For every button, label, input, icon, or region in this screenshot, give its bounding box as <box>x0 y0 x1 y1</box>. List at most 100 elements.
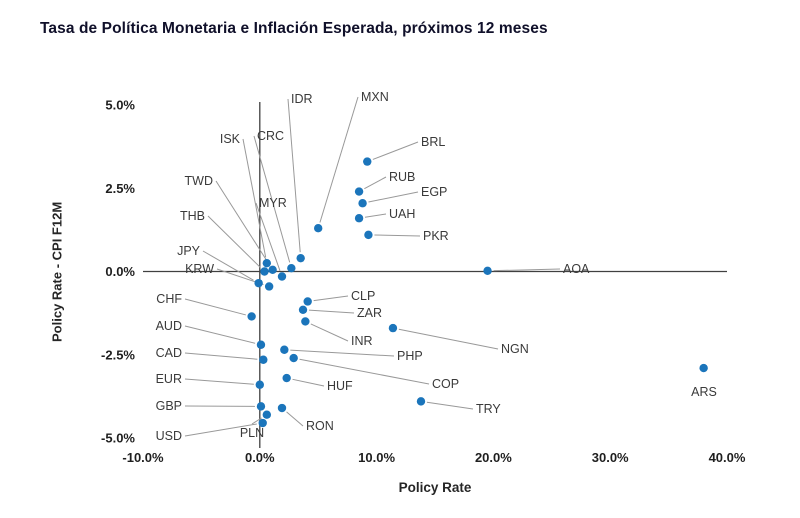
leader-line-AUD <box>184 325 256 344</box>
data-point-MXN <box>314 224 323 233</box>
point-label-BRL: BRL <box>421 135 445 149</box>
point-label-RON: RON <box>306 419 334 433</box>
point-label-TWD: TWD <box>185 174 213 188</box>
y-tick-label: 2.5% <box>105 181 135 196</box>
point-label-CAD: CAD <box>156 346 182 360</box>
leader-line-MYR <box>255 202 281 272</box>
leader-line-CLP <box>313 295 349 302</box>
point-label-PLN: PLN <box>240 426 264 440</box>
data-point-COP <box>289 353 298 363</box>
leader-line-RON <box>286 411 304 427</box>
leader-line-BRL <box>372 141 419 160</box>
x-axis-label: Policy Rate <box>398 480 472 495</box>
data-point-UAH <box>354 214 364 223</box>
point-label-CHF: CHF <box>156 292 182 306</box>
leader-line-THB <box>207 215 261 268</box>
point-label-IDR: IDR <box>291 92 313 106</box>
point-label-KRW: KRW <box>185 262 214 276</box>
point-label-ZAR: ZAR <box>357 306 382 320</box>
data-point-EUR <box>255 380 264 389</box>
point-label-JPY: JPY <box>177 244 201 258</box>
x-tick-label: 20.0% <box>475 450 512 465</box>
point-label-THB: THB <box>180 209 205 223</box>
point-label-AOA: AOA <box>563 262 590 276</box>
point-label-ARS: ARS <box>691 385 717 399</box>
point-label-CLP: CLP <box>351 289 375 303</box>
data-point-TWD <box>268 265 277 275</box>
leader-line-TWD <box>215 180 270 266</box>
data-point-GBP <box>256 402 266 411</box>
point-label-PKR: PKR <box>423 229 449 243</box>
leader-line-MXN <box>319 96 359 223</box>
leader-line-COP <box>299 358 430 385</box>
x-tick-label: 30.0% <box>592 450 629 465</box>
point-label-MXN: MXN <box>361 90 389 104</box>
y-tick-label: 0.0% <box>105 264 135 279</box>
leader-line-EUR <box>184 378 254 385</box>
leader-line-ZAR <box>308 309 355 314</box>
point-label-COP: COP <box>432 377 459 391</box>
point-label-USD: USD <box>156 429 182 443</box>
point-label-EGP: EGP <box>421 185 447 199</box>
leader-line-CRC <box>253 135 291 263</box>
leader-line-UAH <box>364 213 387 218</box>
leader-line-HUF <box>292 378 325 387</box>
data-point-MYR <box>277 272 287 281</box>
data-point-AUD <box>256 340 266 349</box>
point-label-NGN: NGN <box>501 342 529 356</box>
point-label-TRY: TRY <box>476 402 501 416</box>
leader-line-PLN <box>251 417 262 425</box>
point-label-PHP: PHP <box>397 349 423 363</box>
leader-line-ISK <box>242 138 267 258</box>
point-label-GBP: GBP <box>156 399 182 413</box>
point-label-AUD: AUD <box>156 319 182 333</box>
data-point-CRC <box>287 263 296 273</box>
data-point-RUB <box>354 187 364 196</box>
point-label-ISK: ISK <box>220 132 241 146</box>
data-point-CAD <box>259 355 268 364</box>
data-point-ZAR <box>298 305 308 314</box>
data-point-PHP <box>280 345 289 354</box>
data-point-INR <box>301 317 310 326</box>
data-point-IDR <box>296 253 305 263</box>
y-tick-label: -2.5% <box>101 347 135 362</box>
point-label-HUF: HUF <box>327 379 353 393</box>
leader-line-TRY <box>426 401 474 410</box>
data-point-JPY <box>254 278 263 288</box>
y-tick-label: -5.0% <box>101 431 135 446</box>
data-point-RON <box>277 403 287 413</box>
y-tick-label: 5.0% <box>105 98 135 113</box>
leader-line-INR <box>310 323 349 342</box>
point-label-RUB: RUB <box>389 170 415 184</box>
leader-line-PKR <box>374 234 421 237</box>
data-point-PKR <box>364 230 373 240</box>
leader-line-EGP <box>368 191 419 203</box>
leader-line-IDR <box>287 98 301 253</box>
x-tick-label: 0.0% <box>245 450 275 465</box>
leader-line-JPY <box>202 250 254 281</box>
point-label-CRC: CRC <box>257 129 284 143</box>
leader-line-CHF <box>184 298 246 316</box>
leader-line-RUB <box>364 176 387 190</box>
point-label-MYR: MYR <box>259 196 287 210</box>
data-point-AOA <box>483 266 492 276</box>
x-tick-label: 10.0% <box>358 450 395 465</box>
leader-line-CAD <box>184 352 258 360</box>
leader-line-PHP <box>290 349 395 357</box>
data-point-USD <box>258 418 267 428</box>
x-tick-label: 40.0% <box>709 450 746 465</box>
data-point-ARS <box>699 363 708 373</box>
data-point-EGP <box>358 199 367 208</box>
data-point-BRL <box>363 157 372 166</box>
data-point-TRY <box>416 397 426 406</box>
data-point-THB <box>260 267 269 276</box>
data-point-HUF <box>282 373 291 383</box>
leader-line-AOA <box>493 268 561 272</box>
data-point-ISK <box>262 258 272 268</box>
data-point-CHF <box>247 312 256 321</box>
data-point-NGN <box>388 323 398 333</box>
chart-title: Tasa de Política Monetaria e Inflación E… <box>40 20 548 37</box>
point-label-INR: INR <box>351 334 373 348</box>
point-label-UAH: UAH <box>389 207 415 221</box>
leader-line-NGN <box>398 328 499 350</box>
